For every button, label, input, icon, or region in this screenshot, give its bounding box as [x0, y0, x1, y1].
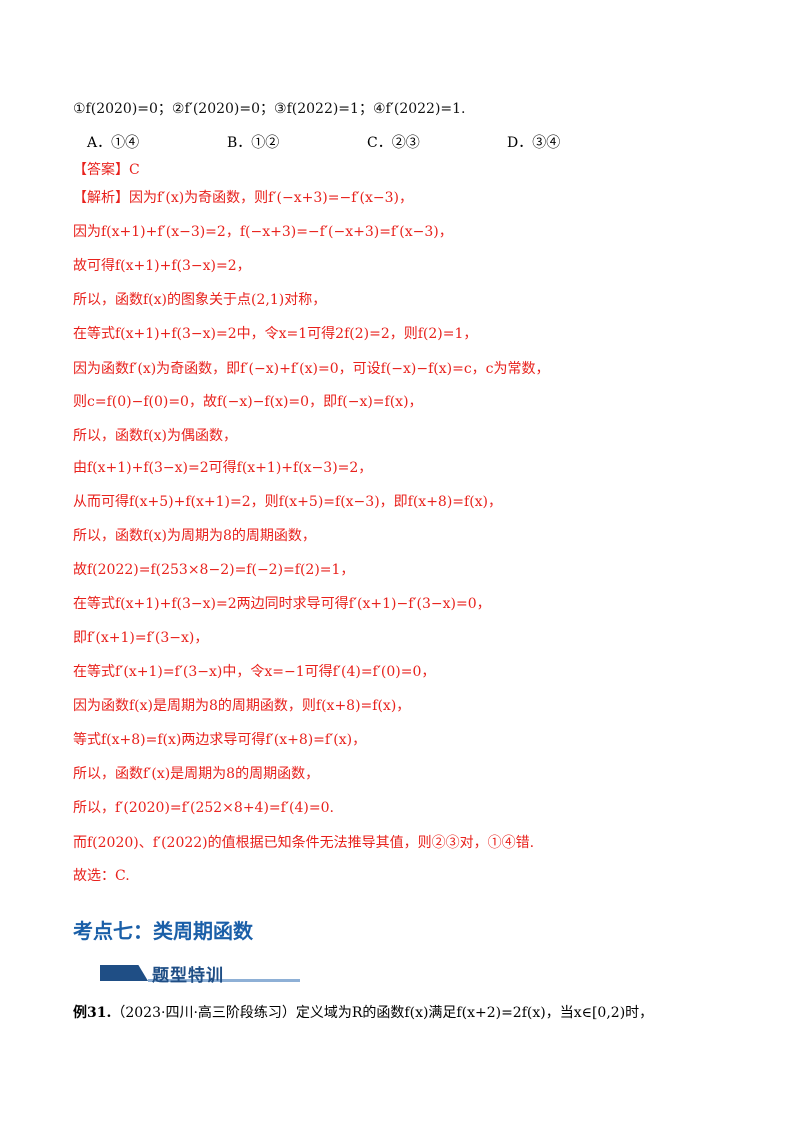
solution-line-4: 所以，函数f(x)的图象关于点(2,1)对称， [73, 292, 327, 308]
statements-line: ①f(2020)=0；②f′(2020)=0；③f(2022)=1；④f′(20… [73, 101, 466, 117]
solution-line-12: 故f(2022)=f(253×8−2)=f(−2)=f(2)=1， [73, 562, 355, 578]
banner-underline [148, 979, 300, 982]
solution-line-9: 由f(x+1)+f(3−x)=2可得f(x+1)+f(x−3)=2， [73, 460, 373, 476]
solution-line-17: 等式f(x+8)=f(x)两边求导可得f′(x+8)=f′(x)， [73, 732, 367, 748]
solution-line-5: 在等式f(x+1)+f(3−x)=2中，令x=1可得2f(2)=2，则f(2)=… [73, 326, 478, 342]
choice-c: C．②③ [367, 135, 420, 151]
solution-line-11: 所以，函数f(x)为周期为8的周期函数， [73, 528, 316, 544]
solution-line-10: 从而可得f(x+5)+f(x+1)=2，则f(x+5)=f(x−3)，即f(x+… [73, 494, 503, 510]
solution-line-3: 故可得f(x+1)+f(3−x)=2， [73, 258, 251, 274]
choice-d: D．③④ [507, 135, 561, 151]
solution-line-16: 因为函数f(x)是周期为8的周期函数，则f(x+8)=f(x)， [73, 698, 411, 714]
solution-line-13: 在等式f(x+1)+f(3−x)=2两边同时求导可得f′(x+1)−f′(3−x… [73, 596, 491, 612]
solution-line-20: 而f(2020)、f′(2022)的值根据已知条件无法推导其值，则②③对，①④错… [73, 835, 535, 851]
solution-line-18: 所以，函数f′(x)是周期为8的周期函数， [73, 766, 320, 782]
solution-line-14: 即f′(x+1)=f′(3−x)， [73, 630, 209, 646]
solution-line-2: 因为f(x+1)+f′(x−3)=2，f(−x+3)=−f′(−x+3)=f′(… [73, 224, 453, 240]
solution-line-15: 在等式f′(x+1)=f′(3−x)中，令x=−1可得f′(4)=f′(0)=0… [73, 664, 436, 680]
solution-line-21: 故选：C. [73, 868, 130, 884]
section-heading: 考点七：类周期函数 [73, 919, 253, 943]
example-text: （2023·四川·高三阶段练习）定义域为R的函数f(x)满足f(x+2)=2f(… [111, 1005, 654, 1021]
solution-line-1: 【解析】因为f′(x)为奇函数，则f′(−x+3)=−f′(x−3)， [73, 190, 414, 206]
solution-line-6: 因为函数f′(x)为奇函数，即f′(−x)+f′(x)=0，可设f(−x)−f(… [73, 361, 550, 377]
choice-b: B．①② [227, 135, 280, 151]
solution-line-8: 所以，函数f(x)为偶函数， [73, 428, 238, 444]
example-line: 例31.（2023·四川·高三阶段练习）定义域为R的函数f(x)满足f(x+2)… [73, 1003, 653, 1023]
solution-line-19: 所以，f′(2020)=f′(252×8+4)=f′(4)=0. [73, 800, 334, 816]
answer-line: 【答案】C [73, 162, 140, 178]
solution-label: 【解析】 [73, 190, 129, 206]
example-label: 例31. [73, 1005, 112, 1021]
banner-title: 题型特训 [152, 966, 224, 986]
solution-line-7: 则c=f(0)−f(0)=0，故f(−x)−f(x)=0，即f(−x)=f(x)… [73, 394, 423, 410]
choice-a: A．①④ [87, 135, 140, 151]
section-banner: 题型特训 [100, 962, 300, 986]
banner-ribbon-shape [100, 965, 148, 981]
